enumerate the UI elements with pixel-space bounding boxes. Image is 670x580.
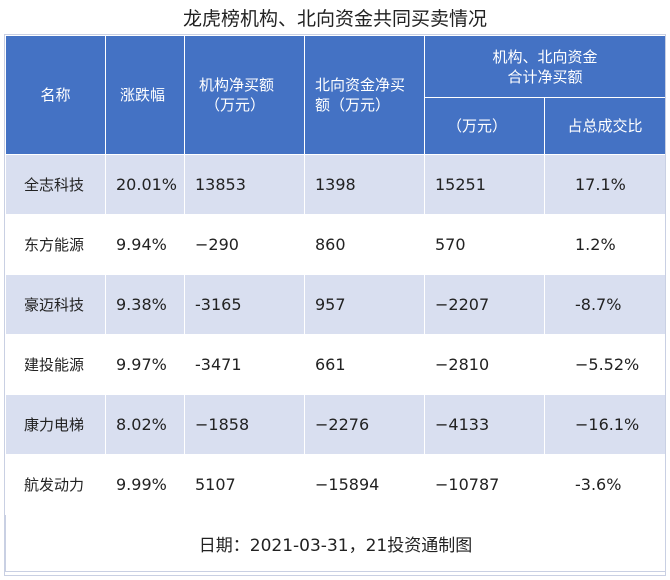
cell-change: 9.97% (105, 334, 185, 395)
cell-ratio: −5.52% (543, 334, 667, 395)
cell-change: 20.01% (105, 154, 185, 215)
cell-total: −10787 (424, 454, 545, 515)
cell-change: 9.38% (105, 274, 185, 335)
table-row: 康力电梯 8.02% −1858 −2276 −4133 −16.1% (5, 394, 667, 455)
table-row: 航发动力 9.99% 5107 −15894 −10787 -3.6% (5, 454, 667, 515)
cell-total: −4133 (424, 394, 545, 455)
cell-ratio: −16.1% (543, 394, 667, 455)
cell-north: −15894 (304, 454, 425, 515)
cell-north: 1398 (304, 154, 425, 215)
header-inst-net-buy: 机构净买额 （万元） (184, 35, 305, 155)
cell-name: 全志科技 (5, 154, 106, 215)
cell-inst: -3471 (184, 334, 305, 395)
cell-total: 15251 (424, 154, 545, 215)
cell-change: 9.94% (105, 214, 185, 275)
cell-total: −2810 (424, 334, 545, 395)
cell-name: 东方能源 (5, 214, 106, 275)
header-combined-ratio: 占总成交比 (543, 97, 667, 155)
table-row: 建投能源 9.97% -3471 661 −2810 −5.52% (5, 334, 667, 395)
cell-change: 8.02% (105, 394, 185, 455)
cell-name: 豪迈科技 (5, 274, 106, 335)
cell-inst: −290 (184, 214, 305, 275)
table-row: 豪迈科技 9.38% -3165 957 −2207 -8.7% (5, 274, 667, 335)
header-change: 涨跌幅 (105, 35, 185, 155)
cell-total: 570 (424, 214, 545, 275)
data-table: 名称 涨跌幅 机构净买额 （万元） 北向资金净买 额（万元） 机构、北向资金 合… (4, 35, 667, 572)
cell-name: 康力电梯 (5, 394, 106, 455)
cell-inst: 13853 (184, 154, 305, 215)
header-combined-unit: （万元） (424, 97, 545, 155)
table-title: 龙虎榜机构、北向资金共同买卖情况 (182, 8, 487, 30)
cell-north: 860 (304, 214, 425, 275)
cell-ratio: -8.7% (543, 274, 667, 335)
cell-ratio: -3.6% (543, 454, 667, 515)
cell-inst: −1858 (184, 394, 305, 455)
header-north-net-buy: 北向资金净买 额（万元） (304, 35, 425, 155)
cell-total: −2207 (424, 274, 545, 335)
header-combined-group: 机构、北向资金 合计净买额 (423, 35, 667, 98)
header-name: 名称 (5, 35, 106, 155)
cell-ratio: 17.1% (543, 154, 667, 215)
cell-inst: 5107 (184, 454, 305, 515)
cell-name: 建投能源 (5, 334, 106, 395)
cell-north: 661 (304, 334, 425, 395)
footer-source: 日期：2021-03-31，21投资通制图 (4, 514, 667, 572)
cell-name: 航发动力 (5, 454, 106, 515)
cell-north: −2276 (304, 394, 425, 455)
table-row: 东方能源 9.94% −290 860 570 1.2% (5, 214, 667, 275)
cell-north: 957 (304, 274, 425, 335)
cell-ratio: 1.2% (543, 214, 667, 275)
cell-change: 9.99% (105, 454, 185, 515)
table-row: 全志科技 20.01% 13853 1398 15251 17.1% (5, 154, 667, 215)
cell-inst: -3165 (184, 274, 305, 335)
